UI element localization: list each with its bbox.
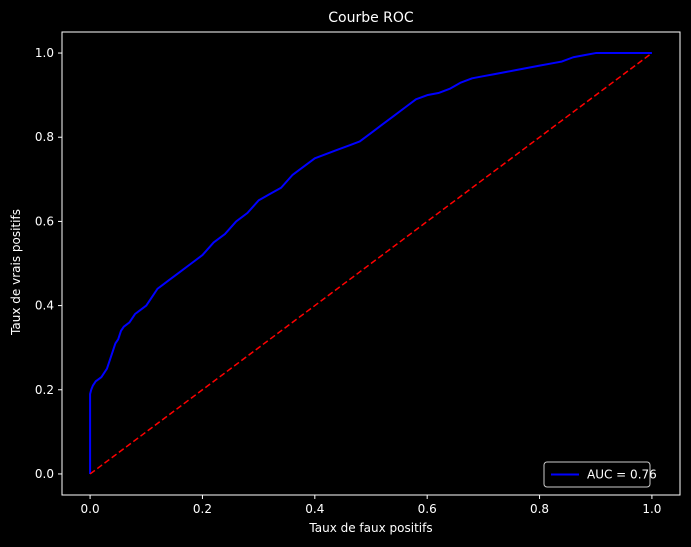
y-tick-label: 0.4 <box>35 299 54 313</box>
y-axis-title: Taux de vrais positifs <box>9 209 23 336</box>
y-tick-label: 0.2 <box>35 383 54 397</box>
legend: AUC = 0.76 <box>543 461 657 488</box>
x-tick-label: 1.0 <box>642 502 661 516</box>
y-tick-label: 1.0 <box>35 46 54 60</box>
chart-title: Courbe ROC <box>328 10 414 26</box>
y-tick-label: 0.6 <box>35 214 54 228</box>
y-tick-label: 0.8 <box>35 130 54 144</box>
plot-area <box>61 31 681 496</box>
x-axis: 0.0 0.2 0.4 0.6 0.8 1.0 <box>81 495 661 516</box>
y-axis: 0.0 0.2 0.4 0.6 0.8 1.0 <box>35 46 62 481</box>
y-tick-label: 0.0 <box>35 467 54 481</box>
x-tick-label: 0.4 <box>305 502 324 516</box>
x-tick-label: 0.2 <box>193 502 212 516</box>
roc-curve-line <box>89 52 652 474</box>
x-tick-label: 0.6 <box>418 502 437 516</box>
legend-label-roc: AUC = 0.76 <box>587 468 657 482</box>
x-tick-label: 0.8 <box>530 502 549 516</box>
x-axis-title: Taux de faux positifs <box>308 521 432 535</box>
x-tick-label: 0.0 <box>81 502 100 516</box>
legend-box <box>543 461 651 488</box>
plot-frame <box>61 31 681 496</box>
